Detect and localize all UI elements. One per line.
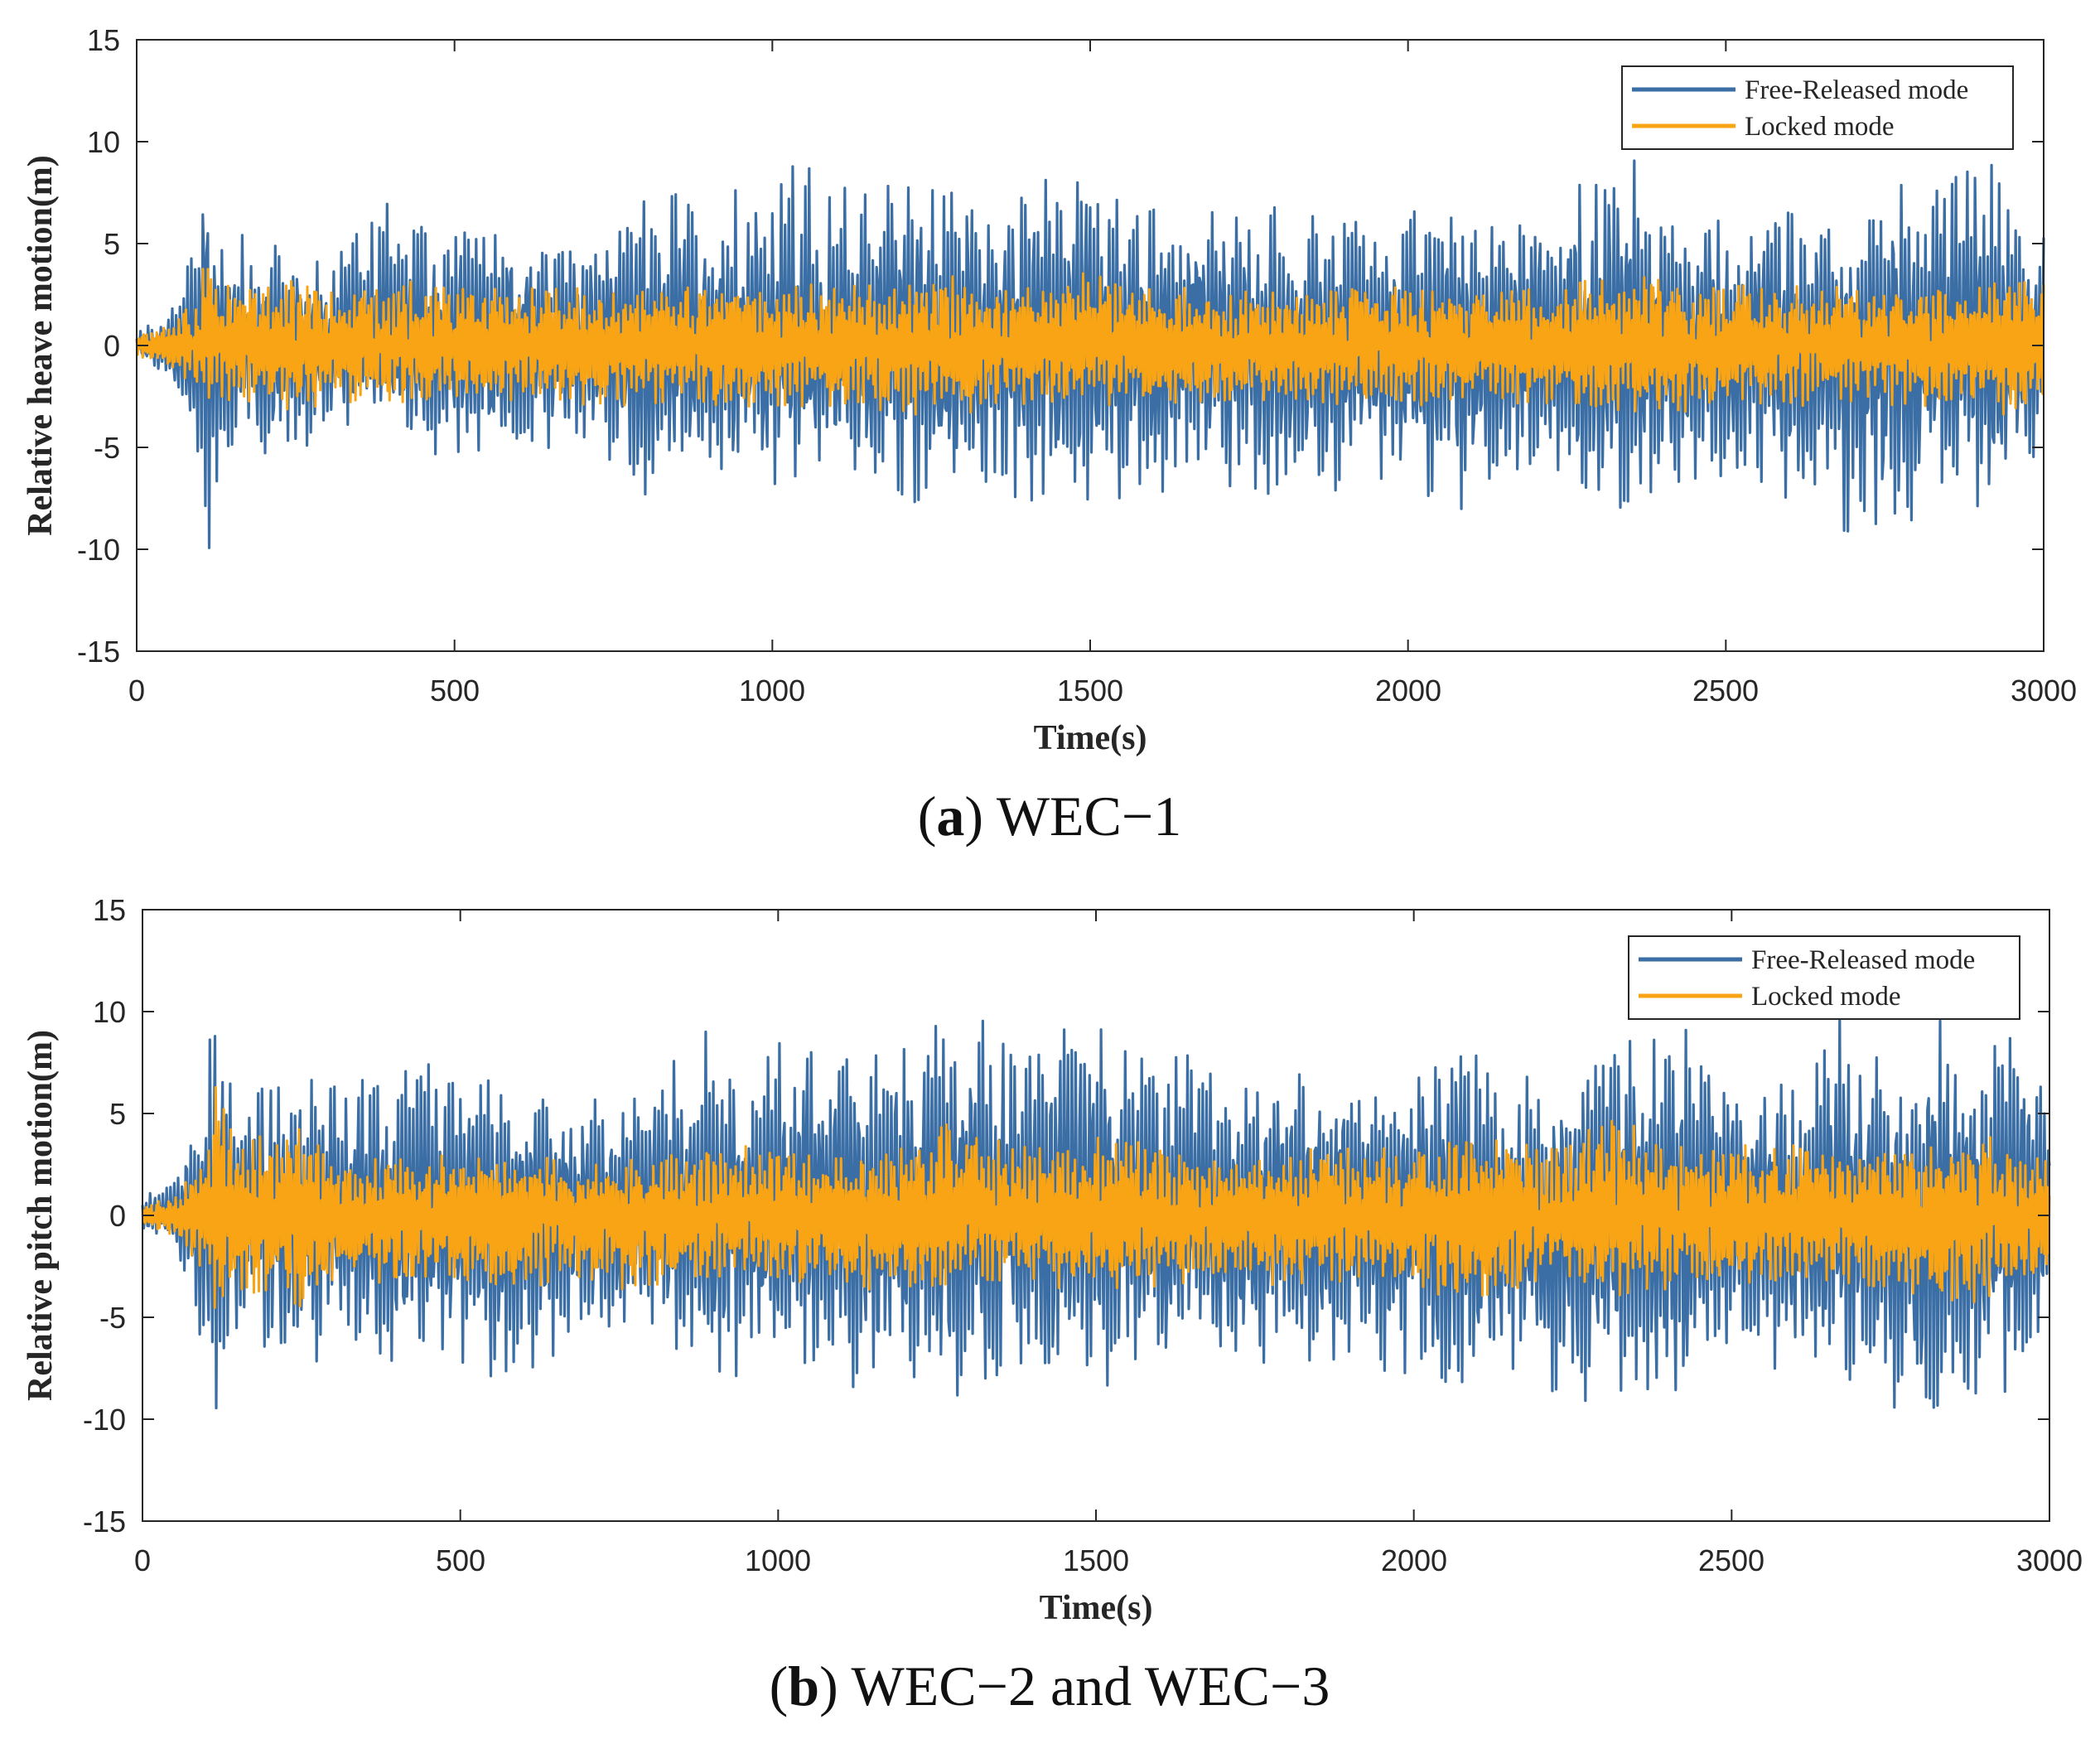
panel-b-x-axis-title: Time(s) <box>1040 1589 1153 1627</box>
panel-a-xtick-label: 2000 <box>1375 674 1441 708</box>
panel-a-legend-label-free-released: Free-Released mode <box>1745 75 1968 105</box>
panel-a: 15 10 5 0 -5 -10 -15 0 500 1000 1500 200… <box>22 23 2077 848</box>
panel-b-legend-box <box>1628 935 2020 1020</box>
panel-b-xtick-label: 2000 <box>1381 1543 1447 1577</box>
panel-a-ytick-label: -5 <box>94 431 120 465</box>
panel-a-ytick-label: 10 <box>87 125 120 159</box>
panel-b-xtick-label: 500 <box>436 1543 485 1577</box>
panel-a-axes-box <box>136 39 2044 652</box>
panel-b-caption-label: b <box>788 1654 819 1717</box>
panel-b-y-ticks: 15 10 5 0 -5 -10 -15 <box>83 893 126 1539</box>
panel-a-y-ticks: 15 10 5 0 -5 -10 -15 <box>77 23 120 669</box>
panel-a-series-group <box>135 159 2045 549</box>
panel-a-x-ticks: 0 500 1000 1500 2000 2500 3000 <box>128 674 2077 708</box>
panel-a-x-axis-title: Time(s) <box>1034 719 1147 757</box>
panel-b-y-axis-title: Relative pitch motion(m) <box>22 1030 60 1401</box>
panel-a-xtick-label: 2500 <box>1692 674 1759 708</box>
panel-b-ytick-label: 5 <box>109 1097 126 1131</box>
panel-a-caption-label: a <box>936 785 964 848</box>
panel-b-axes-box <box>142 909 2050 1522</box>
panel-b-ytick-label: -15 <box>83 1505 126 1539</box>
panel-a-caption: (a) WEC−1 <box>918 785 1182 848</box>
panel-b-ytick-label: -10 <box>83 1403 126 1437</box>
panel-a-xtick-label: 3000 <box>2011 674 2077 708</box>
panel-b-legend: Free-Released mode Locked mode <box>1628 935 2020 1020</box>
panel-a-xtick-label: 1000 <box>739 674 805 708</box>
panel-a-ytick-label: -10 <box>77 533 120 567</box>
panel-b-series-locked-line <box>141 1085 2051 1309</box>
panel-b-xtick-label: 3000 <box>2016 1543 2083 1577</box>
panel-b: 15 10 5 0 -5 -10 -15 0 500 1000 1500 200… <box>22 893 2083 1717</box>
panel-a-ytick-label: -15 <box>77 635 120 669</box>
panel-a-y-axis-title: Relative heave motion(m) <box>22 155 60 536</box>
panel-b-xtick-label: 1000 <box>745 1543 811 1577</box>
panel-b-caption-text: WEC−2 and WEC−3 <box>852 1654 1330 1717</box>
panel-a-xtick-label: 1500 <box>1057 674 1123 708</box>
panel-b-caption: (b) WEC−2 and WEC−3 <box>770 1654 1330 1717</box>
panel-b-ytick-label: 10 <box>93 995 126 1029</box>
panel-a-series-free-released-line <box>135 159 2045 549</box>
panel-b-legend-label-free-released: Free-Released mode <box>1751 945 1975 975</box>
panel-b-xtick-label: 0 <box>134 1543 151 1577</box>
panel-a-ytick-label: 0 <box>104 329 120 363</box>
panel-b-legend-label-locked: Locked mode <box>1751 982 1901 1012</box>
panel-a-xtick-label: 0 <box>128 674 145 708</box>
panel-b-xtick-label: 2500 <box>1698 1543 1764 1577</box>
panel-b-ytick-label: 0 <box>109 1199 126 1233</box>
panel-a-xtick-label: 500 <box>430 674 480 708</box>
panel-b-xtick-label: 1500 <box>1063 1543 1129 1577</box>
panel-a-legend: Free-Released mode Locked mode <box>1621 65 2014 150</box>
panel-a-ytick-label: 15 <box>87 23 120 57</box>
panel-b-ytick-label: 15 <box>93 893 126 927</box>
panel-a-ytick-label: 5 <box>104 227 120 261</box>
panel-a-series-locked-line <box>135 268 2045 416</box>
panel-b-series-group <box>141 1012 2051 1410</box>
panel-a-legend-box <box>1621 65 2014 150</box>
panel-a-caption-text: WEC−1 <box>997 785 1181 848</box>
panel-a-legend-label-locked: Locked mode <box>1745 112 1895 142</box>
panel-b-x-ticks: 0 500 1000 1500 2000 2500 3000 <box>134 1543 2083 1577</box>
panel-b-ytick-label: -5 <box>99 1301 126 1335</box>
